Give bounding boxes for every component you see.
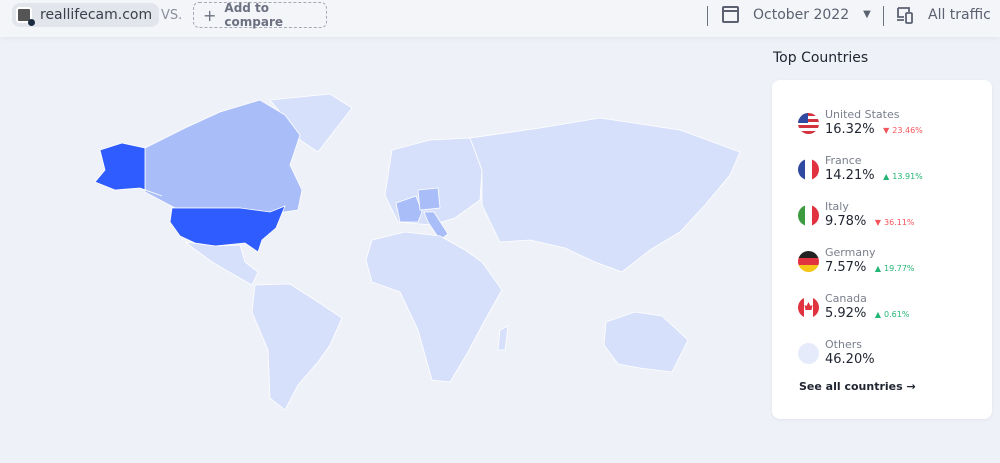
change-up-icon: ▲ — [872, 264, 882, 273]
map-africa[interactable] — [365, 231, 503, 383]
country-row-canada[interactable]: Canada 5.92% ▲ 0.61% — [798, 292, 909, 323]
country-row-others: Others 46.20% — [798, 338, 875, 368]
country-share: 14.21% — [825, 168, 875, 183]
country-name: Others — [825, 338, 862, 351]
change-up-icon: ▲ — [872, 310, 882, 319]
add-to-compare-button[interactable]: + Add to compare — [193, 1, 327, 29]
us-flag-icon — [798, 113, 819, 134]
change-down-icon: ▼ — [880, 126, 890, 135]
country-name: Germany — [825, 246, 876, 259]
traffic-label: All traffic — [928, 7, 991, 23]
site-name: reallifecam.com — [40, 7, 153, 23]
country-name: Canada — [825, 292, 867, 305]
country-share: 9.78% — [825, 214, 867, 229]
world-map — [94, 93, 741, 411]
change-down-icon: ▼ — [872, 218, 882, 227]
top-countries-card: United States 16.32% ▼ 23.46% France 14.2… — [772, 80, 992, 419]
traffic-selector[interactable]: All traffic — [896, 6, 991, 24]
site-favicon-icon — [16, 7, 35, 26]
see-all-countries-link[interactable]: See all countries → — [799, 380, 916, 393]
country-row-germany[interactable]: Germany 7.57% ▲ 19.77% — [798, 246, 915, 277]
map-alaska[interactable] — [94, 142, 163, 197]
germany-flag-icon — [798, 251, 819, 272]
country-name: Italy — [825, 200, 849, 213]
change-up-icon: ▲ — [880, 172, 890, 181]
country-share: 5.92% — [825, 306, 867, 321]
map-usa[interactable] — [169, 205, 286, 253]
country-share: 16.32% — [825, 122, 875, 137]
map-south-america[interactable] — [251, 283, 343, 411]
calendar-icon — [722, 6, 739, 23]
france-flag-icon — [798, 159, 819, 180]
country-name: United States — [825, 108, 900, 121]
country-change: 36.11% — [884, 218, 915, 227]
italy-flag-icon — [798, 205, 819, 226]
plus-icon: + — [203, 5, 217, 25]
site-chip[interactable]: reallifecam.com — [12, 3, 160, 27]
date-label: October 2022 — [753, 6, 850, 23]
map-germany[interactable] — [417, 187, 441, 211]
others-circle-icon — [798, 342, 819, 364]
date-picker[interactable]: October 2022 ▼ — [722, 6, 871, 23]
divider — [707, 6, 708, 26]
map-italy[interactable] — [423, 211, 449, 241]
country-row-italy[interactable]: Italy 9.78% ▼ 36.11% — [798, 200, 915, 231]
country-change: 13.91% — [892, 172, 923, 181]
canada-flag-icon — [798, 297, 819, 318]
country-row-france[interactable]: France 14.21% ▲ 13.91% — [798, 154, 923, 185]
chevron-down-icon: ▼ — [863, 9, 871, 20]
add-to-compare-label: Add to compare — [224, 1, 284, 29]
map-canada[interactable] — [144, 99, 303, 215]
country-change: 19.77% — [884, 264, 915, 273]
map-asia[interactable] — [469, 117, 741, 273]
divider — [883, 6, 884, 26]
devices-icon — [897, 7, 913, 24]
country-row-united-states[interactable]: United States 16.32% ▼ 23.46% — [798, 108, 923, 139]
map-mexico[interactable] — [184, 241, 259, 286]
panel-title: Top Countries — [773, 50, 869, 66]
top-bar: reallifecam.com VS. + Add to compare Oct… — [0, 0, 1000, 37]
map-australia[interactable] — [603, 311, 689, 373]
map-madagascar[interactable] — [497, 325, 509, 351]
vs-label: VS. — [161, 8, 183, 23]
country-share: 7.57% — [825, 260, 867, 275]
country-name: France — [825, 154, 862, 167]
country-share: 46.20% — [825, 352, 875, 367]
country-change: 23.46% — [892, 126, 923, 135]
map-france[interactable] — [395, 195, 423, 223]
country-change: 0.61% — [884, 310, 910, 319]
